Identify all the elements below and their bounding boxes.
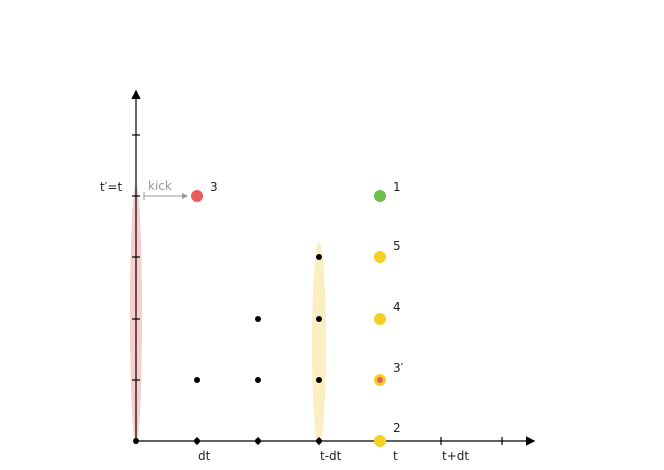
yellow-point xyxy=(374,435,386,447)
kick-label: kick xyxy=(148,179,172,193)
red-inner-point xyxy=(377,377,383,383)
point-label: 2 xyxy=(393,421,401,435)
lattice-dots xyxy=(133,254,322,444)
point-label: 4 xyxy=(393,300,401,314)
axes xyxy=(131,89,536,446)
green-point xyxy=(374,190,386,202)
yellow-point xyxy=(374,251,386,263)
x-label: t xyxy=(393,449,398,463)
point-label: 3 xyxy=(210,180,218,194)
point-label: 5 xyxy=(393,239,401,253)
y-label: t′=t xyxy=(100,180,122,194)
x-label: dt xyxy=(198,449,211,463)
yellow-highlight xyxy=(312,242,326,446)
point-label: 1 xyxy=(393,180,401,194)
yellow-point xyxy=(374,313,386,325)
red-point xyxy=(191,190,203,202)
x-label: t-dt xyxy=(320,449,342,463)
x-label: t+dt xyxy=(442,449,469,463)
point-label: 3′ xyxy=(393,361,404,375)
